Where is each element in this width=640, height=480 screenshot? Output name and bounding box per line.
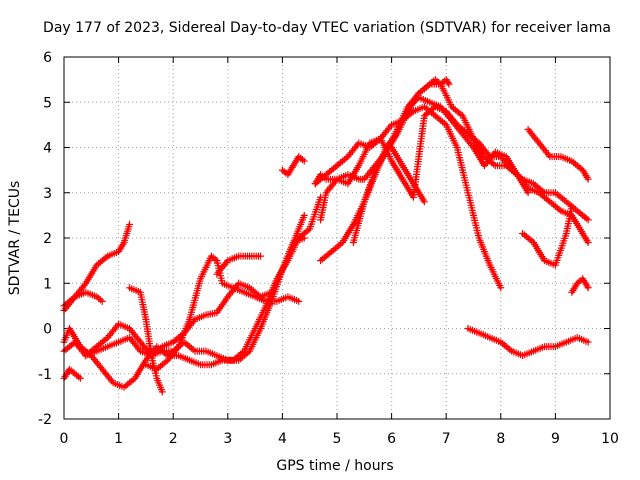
x-tick-label: 5: [333, 431, 342, 447]
series-markers: [464, 325, 592, 360]
series-seg9: [213, 252, 265, 278]
y-tick-label: -1: [38, 367, 52, 383]
series-layer: [60, 76, 592, 396]
series-seg15: [349, 94, 532, 246]
series-markers: [317, 80, 592, 265]
y-tick-label: 6: [43, 50, 52, 66]
y-tick-label: 1: [43, 276, 52, 292]
x-tick-label: 9: [551, 431, 560, 447]
series-seg6: [82, 234, 308, 364]
series-seg16: [388, 144, 428, 206]
series-seg14: [317, 80, 592, 265]
series-markers: [213, 252, 265, 278]
axis-ticks: 0 1 2 3 4 5 6 7 8 9 10 -2 -1 0 1 2 3 4 5 6: [38, 50, 619, 447]
series-markers: [568, 275, 592, 296]
x-tick-label: 10: [601, 431, 619, 447]
series-markers: [519, 202, 576, 269]
x-tick-label: 2: [169, 431, 178, 447]
series-seg20: [519, 202, 576, 269]
chart-title: Day 177 of 2023, Sidereal Day-to-day VTE…: [43, 20, 611, 36]
series-seg10: [278, 153, 308, 179]
series-markers: [311, 103, 505, 292]
y-tick-label: 0: [43, 322, 52, 338]
x-tick-label: 1: [114, 431, 123, 447]
plot-frame: [63, 56, 611, 420]
y-tick-label: 3: [43, 186, 52, 202]
x-tick-label: 8: [496, 431, 505, 447]
x-axis-label: GPS time / hours: [276, 458, 393, 474]
series-seg4: [60, 193, 325, 391]
y-axis-label: SDTVAR / TECUs: [7, 181, 23, 296]
series-markers: [278, 153, 308, 179]
y-tick-label: 2: [43, 231, 52, 247]
x-tick-label: 4: [278, 431, 287, 447]
y-tick-label: 5: [43, 95, 52, 111]
x-tick-label: 3: [223, 431, 232, 447]
x-tick-label: 6: [387, 431, 396, 447]
series-markers: [60, 193, 325, 391]
series-seg12: [311, 103, 505, 292]
series-line: [319, 83, 590, 262]
series-markers: [420, 76, 453, 93]
x-tick-label: 0: [60, 431, 69, 447]
series-seg21: [568, 275, 592, 296]
series-seg17: [420, 76, 453, 93]
grid: [64, 57, 610, 419]
series-seg19: [524, 125, 592, 183]
y-tick-label: -2: [38, 412, 52, 428]
series-markers: [524, 125, 592, 183]
x-tick-label: 7: [442, 431, 451, 447]
series-markers: [142, 252, 303, 373]
y-tick-label: 4: [43, 141, 52, 157]
series-seg18: [464, 325, 592, 360]
series-markers: [388, 144, 428, 206]
series-markers: [349, 94, 532, 246]
